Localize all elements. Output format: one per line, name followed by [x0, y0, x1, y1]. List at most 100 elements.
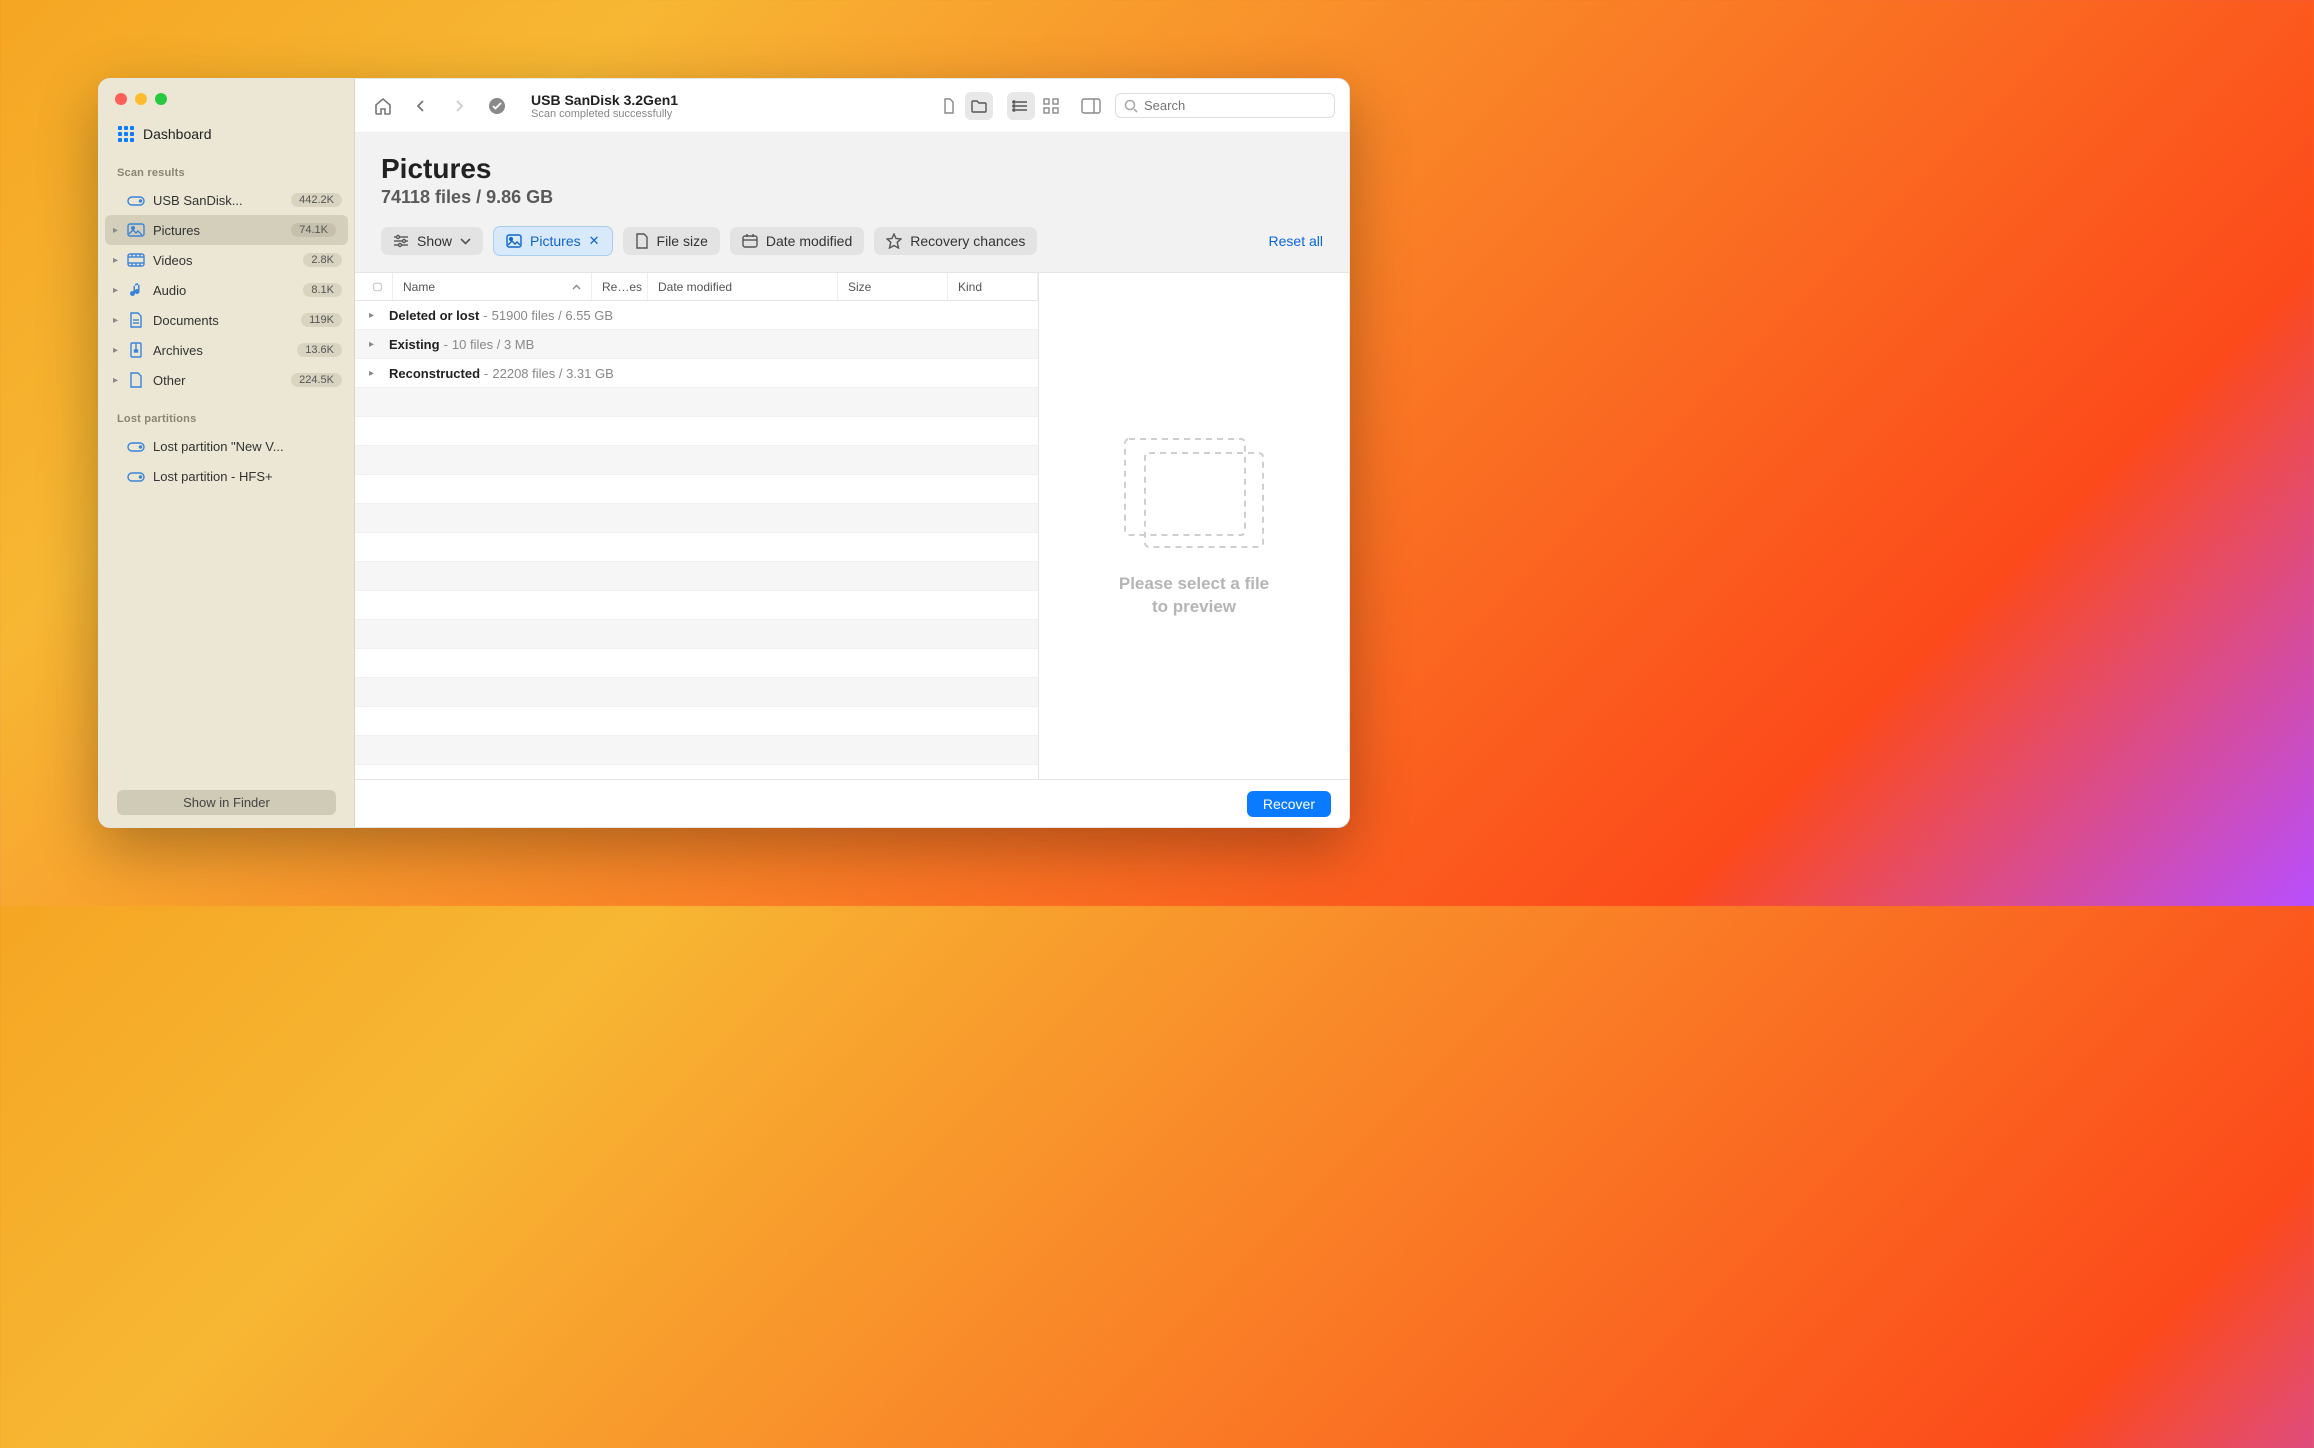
- empty-row: [355, 765, 1038, 779]
- layout-mode-group: [1005, 90, 1067, 122]
- chevron-right-icon: ▸: [369, 310, 381, 321]
- empty-row: [355, 504, 1038, 533]
- sidebar-scan-results: Scan results USB SanDisk...442.2K▸Pictur…: [99, 153, 354, 399]
- empty-row: [355, 620, 1038, 649]
- preview-message: Please select a file to preview: [1119, 573, 1269, 619]
- pictures-icon: [127, 221, 145, 239]
- column-checkbox[interactable]: [363, 273, 393, 300]
- page-subtitle: 74118 files / 9.86 GB: [381, 187, 1323, 208]
- toggle-preview-button[interactable]: [1077, 92, 1105, 120]
- empty-row: [355, 649, 1038, 678]
- date-filter-label: Date modified: [766, 233, 852, 249]
- view-file-button[interactable]: [935, 92, 963, 120]
- column-date-modified[interactable]: Date modified: [648, 273, 838, 300]
- column-recovery[interactable]: Re…es: [592, 273, 648, 300]
- column-kind[interactable]: Kind: [948, 273, 1038, 300]
- table-row[interactable]: ▸Deleted or lost-51900 files / 6.55 GB: [355, 301, 1038, 330]
- sidebar-item-label: Documents: [153, 313, 295, 328]
- table-header: Name Re…es Date modified Size Kind: [355, 273, 1038, 301]
- sidebar-item-label: Other: [153, 373, 285, 388]
- close-window-button[interactable]: [115, 93, 127, 105]
- view-mode-group: [933, 90, 995, 122]
- nav-back-button[interactable]: [407, 92, 435, 120]
- sidebar-item-badge: 8.1K: [303, 283, 342, 297]
- table-body: ▸Deleted or lost-51900 files / 6.55 GB▸E…: [355, 301, 1038, 779]
- sidebar-item-drive[interactable]: USB SanDisk...442.2K: [99, 185, 354, 215]
- sidebar-item-pictures[interactable]: ▸Pictures74.1K: [105, 215, 348, 245]
- sidebar-item-badge: 2.8K: [303, 253, 342, 267]
- sidebar-item-badge: 442.2K: [291, 193, 342, 207]
- sidebar-item-other[interactable]: ▸Other224.5K: [99, 365, 354, 395]
- list-view-button[interactable]: [1007, 92, 1035, 120]
- sidebar: Dashboard Scan results USB SanDisk...442…: [99, 79, 355, 827]
- scan-status-icon: [483, 92, 511, 120]
- chevron-right-icon: ▸: [113, 345, 123, 356]
- device-title: USB SanDisk 3.2Gen1: [531, 92, 678, 108]
- view-folder-button[interactable]: [965, 92, 993, 120]
- other-icon: [127, 371, 145, 389]
- sidebar-dashboard[interactable]: Dashboard: [99, 115, 354, 153]
- search-icon: [1124, 99, 1138, 113]
- file-size-filter-button[interactable]: File size: [623, 227, 720, 255]
- device-subtitle: Scan completed successfully: [531, 108, 678, 120]
- row-meta: 51900 files / 6.55 GB: [492, 308, 613, 323]
- sidebar-item-badge: 74.1K: [291, 223, 336, 237]
- row-name: Existing: [389, 337, 440, 352]
- sidebar-item-label: Videos: [153, 253, 297, 268]
- sidebar-lost-partition[interactable]: Lost partition "New V...: [99, 431, 354, 461]
- chevron-right-icon: ▸: [113, 285, 123, 296]
- reset-all-button[interactable]: Reset all: [1269, 233, 1323, 249]
- empty-row: [355, 446, 1038, 475]
- zoom-window-button[interactable]: [155, 93, 167, 105]
- chevron-right-icon: ▸: [113, 315, 123, 326]
- nav-forward-button[interactable]: [445, 92, 473, 120]
- page-title: Pictures: [381, 153, 1323, 185]
- pictures-filter-chip[interactable]: Pictures ✕: [493, 226, 612, 256]
- app-window: Dashboard Scan results USB SanDisk...442…: [98, 78, 1350, 828]
- show-filter-button[interactable]: Show: [381, 227, 483, 255]
- drive-icon: [127, 191, 145, 209]
- grid-view-button[interactable]: [1037, 92, 1065, 120]
- sidebar-lost-partition[interactable]: Lost partition - HFS+: [99, 461, 354, 491]
- search-box[interactable]: [1115, 93, 1335, 118]
- recover-button[interactable]: Recover: [1247, 791, 1331, 817]
- empty-row: [355, 388, 1038, 417]
- show-in-finder-button[interactable]: Show in Finder: [117, 790, 336, 815]
- row-meta: 10 files / 3 MB: [452, 337, 534, 352]
- results-table: Name Re…es Date modified Size Kind ▸ Dele…: [355, 273, 1039, 779]
- sidebar-item-audio[interactable]: ▸Audio8.1K: [99, 275, 354, 305]
- sidebar-section-header: Lost partitions: [99, 403, 354, 431]
- main-panel: USB SanDisk 3.2Gen1 Scan completed succe…: [355, 79, 1349, 827]
- sidebar-item-archives[interactable]: ▸Archives13.6K: [99, 335, 354, 365]
- sidebar-item-documents[interactable]: ▸Documents119K: [99, 305, 354, 335]
- file-size-filter-label: File size: [657, 233, 708, 249]
- home-button[interactable]: [369, 92, 397, 120]
- row-meta: 22208 files / 3.31 GB: [492, 366, 613, 381]
- column-name[interactable]: Name: [393, 273, 592, 300]
- preview-panel: Please select a file to preview: [1039, 273, 1349, 779]
- remove-filter-icon[interactable]: ✕: [589, 233, 600, 249]
- drive-icon: [127, 467, 145, 485]
- footer: Recover: [355, 779, 1349, 827]
- row-name: Deleted or lost: [389, 308, 479, 323]
- table-row[interactable]: ▸Reconstructed-22208 files / 3.31 GB: [355, 359, 1038, 388]
- empty-row: [355, 533, 1038, 562]
- toolbar: USB SanDisk 3.2Gen1 Scan completed succe…: [355, 79, 1349, 133]
- sort-asc-icon: [572, 284, 581, 290]
- sidebar-footer: Show in Finder: [99, 778, 354, 827]
- sidebar-item-label: Pictures: [153, 223, 285, 238]
- toolbar-title: USB SanDisk 3.2Gen1 Scan completed succe…: [531, 92, 678, 120]
- sidebar-item-videos[interactable]: ▸ Videos 2.8K: [99, 245, 354, 275]
- recovery-filter-button[interactable]: Recovery chances: [874, 227, 1037, 255]
- dashboard-icon: [117, 125, 135, 143]
- chevron-right-icon: ▸: [113, 255, 123, 266]
- sidebar-dashboard-label: Dashboard: [143, 126, 336, 142]
- table-row[interactable]: ▸Existing-10 files / 3 MB: [355, 330, 1038, 359]
- sidebar-item-label: Lost partition "New V...: [153, 439, 342, 454]
- minimize-window-button[interactable]: [135, 93, 147, 105]
- empty-row: [355, 591, 1038, 620]
- search-input[interactable]: [1144, 98, 1326, 113]
- date-filter-button[interactable]: Date modified: [730, 227, 864, 255]
- chevron-right-icon: ▸: [369, 368, 381, 379]
- column-size[interactable]: Size: [838, 273, 948, 300]
